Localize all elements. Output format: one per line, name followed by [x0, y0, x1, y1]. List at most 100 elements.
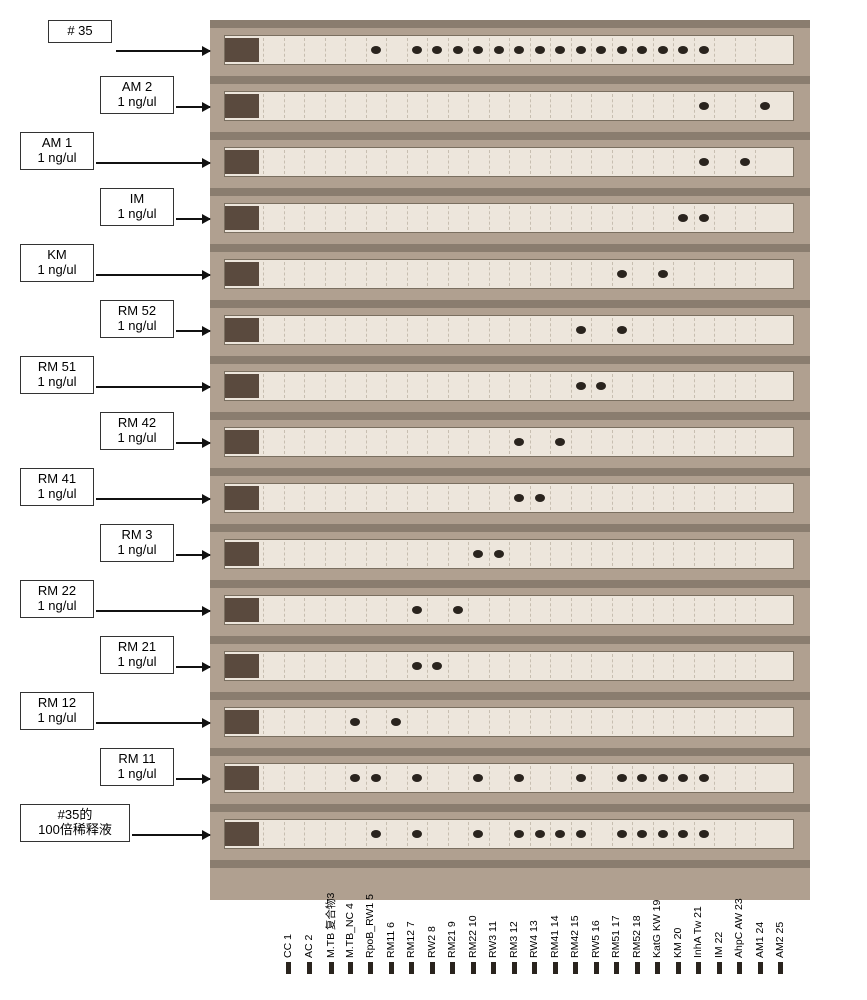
arrow-icon [176, 218, 210, 220]
lane [386, 38, 407, 62]
lane [263, 542, 284, 566]
lane-marks [263, 94, 791, 118]
lane [427, 262, 448, 286]
legend-item: RM51 17 [610, 915, 622, 974]
lane [591, 766, 612, 790]
legend-item: M.TB_NC 4 [344, 903, 356, 974]
strip-label-box: RM 31 ng/ul [100, 524, 174, 562]
lane [530, 262, 551, 286]
hybridization-spot [760, 102, 770, 110]
lane [714, 94, 735, 118]
lane [489, 598, 510, 622]
lane [345, 206, 366, 230]
lane [714, 206, 735, 230]
lane [284, 654, 305, 678]
lane [714, 150, 735, 174]
lane [550, 150, 571, 174]
legend-tick-icon [368, 962, 373, 974]
lane [694, 262, 715, 286]
hybridization-spot [514, 494, 524, 502]
hybridization-spot [350, 718, 360, 726]
legend-item: CC 1 [282, 934, 294, 974]
strip-label-line1: KM [27, 248, 87, 263]
lane [304, 94, 325, 118]
lane [407, 710, 428, 734]
lane [489, 710, 510, 734]
sample-well [225, 94, 259, 118]
strip-label-box: # 35 [48, 20, 112, 43]
hybridization-spot [432, 46, 442, 54]
lane [284, 430, 305, 454]
legend-label: RM51 17 [610, 915, 622, 958]
hybridization-spot [535, 830, 545, 838]
strip-label-line2: 1 ng/ul [107, 95, 167, 110]
lane [263, 374, 284, 398]
hybridization-spot [412, 774, 422, 782]
lane [427, 710, 448, 734]
strip-label-box: IM1 ng/ul [100, 188, 174, 226]
arrow-icon [96, 610, 210, 612]
lane [735, 262, 756, 286]
lane [550, 542, 571, 566]
lane [755, 206, 776, 230]
strip-label-box: RM 211 ng/ul [100, 636, 174, 674]
legend-item: RM22 10 [467, 915, 479, 974]
strip-label-line1: RM 42 [107, 416, 167, 431]
lane [448, 318, 469, 342]
hybridization-spot [473, 830, 483, 838]
lane [632, 318, 653, 342]
lane [612, 598, 633, 622]
lane [673, 542, 694, 566]
legend-label: RM42 15 [569, 915, 581, 958]
strip-channel [224, 35, 794, 65]
lane [407, 486, 428, 510]
lane [284, 94, 305, 118]
legend-label: RM52 18 [631, 915, 643, 958]
hybridization-spot [535, 494, 545, 502]
legend-tick-icon [778, 962, 783, 974]
lane [345, 94, 366, 118]
sample-well [225, 710, 259, 734]
legend-tick-icon [532, 962, 537, 974]
lane [632, 374, 653, 398]
hybridization-spot [596, 382, 606, 390]
legend-tick-icon [757, 962, 762, 974]
lane [468, 150, 489, 174]
lane [673, 94, 694, 118]
strip-divider [210, 20, 810, 28]
lane [755, 262, 776, 286]
legend-item: AhpC AW 23 [733, 898, 745, 974]
strip-label-line2: 1 ng/ul [107, 319, 167, 334]
strip-channel [224, 763, 794, 793]
lane [571, 486, 592, 510]
lane [571, 206, 592, 230]
hybridization-spot [555, 830, 565, 838]
strip-label-line2: 1 ng/ul [107, 431, 167, 446]
lane [694, 542, 715, 566]
lane [304, 822, 325, 846]
lane [427, 766, 448, 790]
strip-divider [210, 356, 810, 364]
lane [653, 430, 674, 454]
lane [386, 598, 407, 622]
lane [304, 262, 325, 286]
lane [325, 654, 346, 678]
lane [714, 374, 735, 398]
lane [653, 318, 674, 342]
lane [755, 430, 776, 454]
lane [735, 654, 756, 678]
lane [735, 710, 756, 734]
lane [366, 430, 387, 454]
arrow-icon [176, 442, 210, 444]
legend-tick-icon [593, 962, 598, 974]
lane [345, 150, 366, 174]
lane [468, 598, 489, 622]
hybridization-spot [391, 718, 401, 726]
lane [407, 262, 428, 286]
strip-label-line2: 1 ng/ul [27, 599, 87, 614]
legend-label: RW3 11 [487, 921, 499, 958]
lane-marks [263, 598, 791, 622]
lane [653, 598, 674, 622]
hybridization-spot [514, 438, 524, 446]
lane [366, 150, 387, 174]
